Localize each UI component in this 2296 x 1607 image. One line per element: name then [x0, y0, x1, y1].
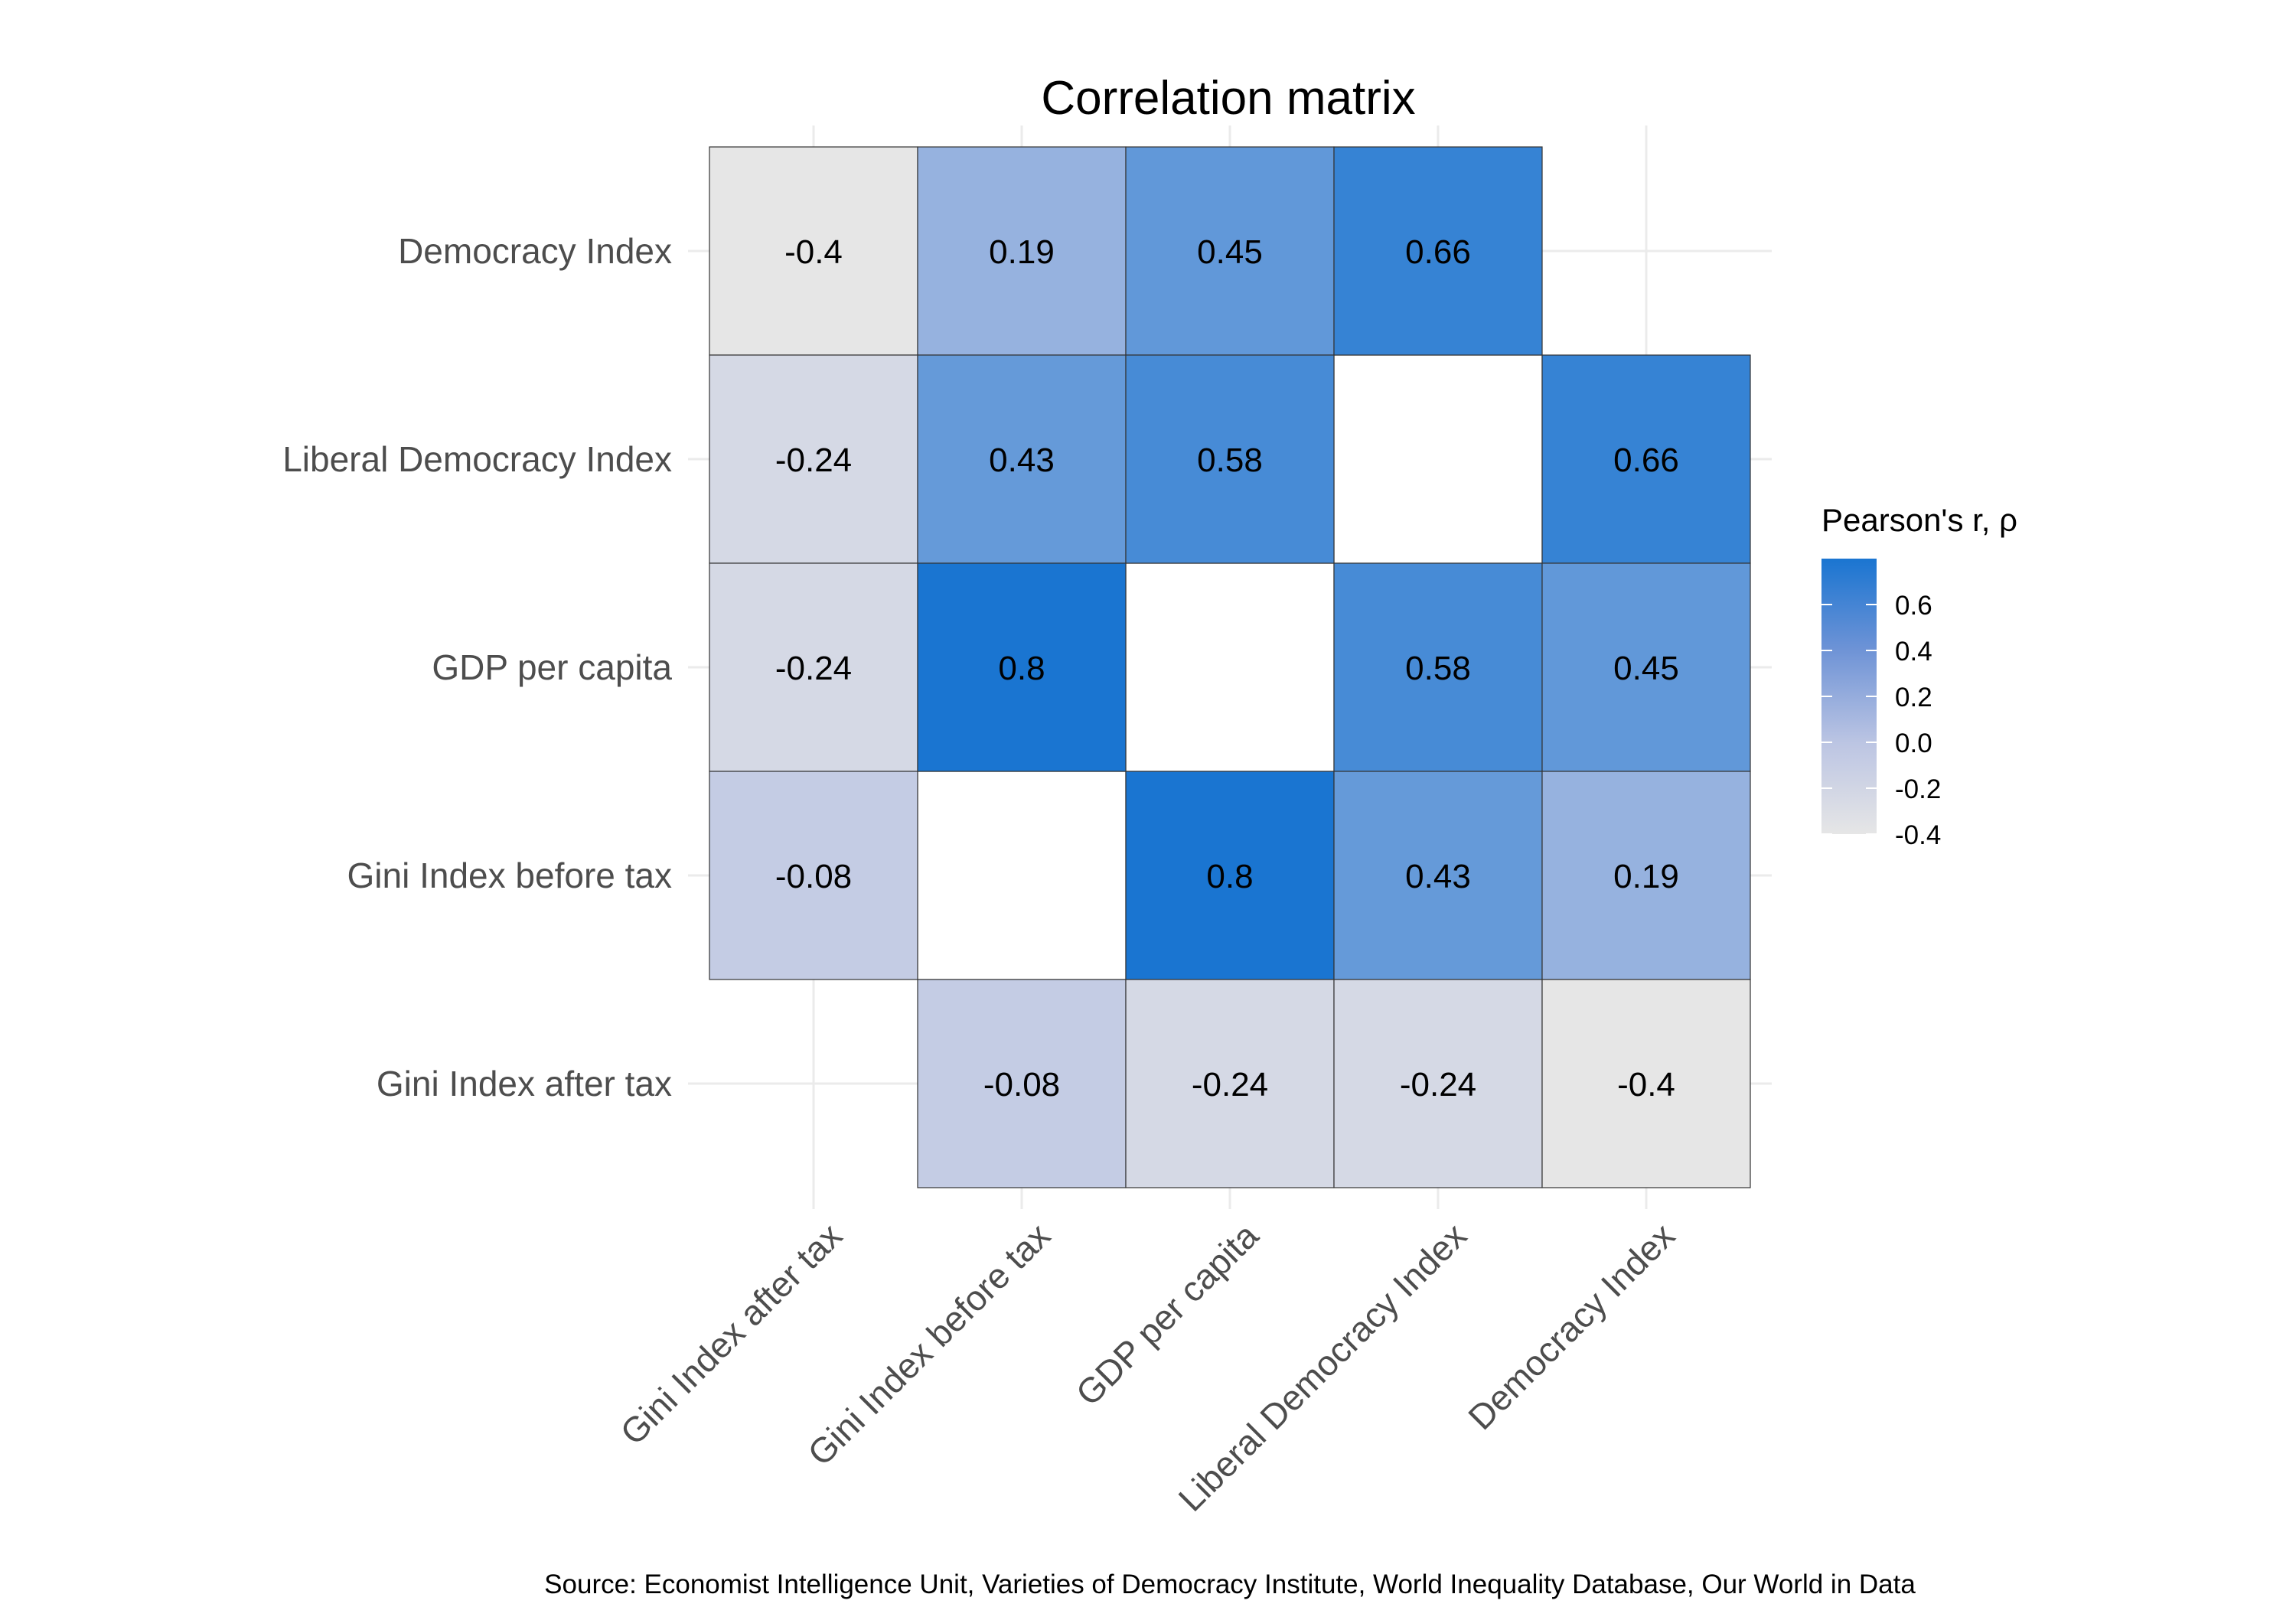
- heatmap-cell-democracy-index-x-gini-index-after-tax: [709, 146, 918, 356]
- heatmap-cell-democracy-index-x-gini-index-before-tax: [917, 146, 1127, 356]
- heatmap-cell-gini-index-before-tax-x-liberal-democracy-index: [1333, 771, 1543, 980]
- heatmap-cell-gdp-per-capita-x-liberal-democracy-index: [1333, 562, 1543, 772]
- heatmap-cell-gdp-per-capita-x-gini-index-before-tax: [917, 562, 1127, 772]
- heatmap-cell-gini-index-before-tax-x-gini-index-after-tax: [709, 771, 918, 980]
- x-axis-label-democracy-index: Democracy Index: [1460, 1215, 1682, 1437]
- heatmap-cell-liberal-democracy-index-x-gini-index-before-tax: [917, 354, 1127, 564]
- cell-label-gdp-per-capita-x-gini-index-before-tax: 0.8: [998, 650, 1045, 687]
- cell-label-liberal-democracy-index-x-gdp-per-capita: 0.58: [1197, 442, 1263, 479]
- heatmap-cell-liberal-democracy-index-x-gdp-per-capita: [1125, 354, 1335, 564]
- heatmap-cell-gdp-per-capita-x-gini-index-after-tax: [709, 562, 918, 772]
- heatmap-cell-gdp-per-capita-x-gdp-per-capita: [1125, 562, 1335, 772]
- cell-label-gini-index-before-tax-x-gdp-per-capita: 0.8: [1206, 858, 1253, 895]
- heatmap-cell-gini-index-before-tax-x-democracy-index: [1541, 771, 1751, 980]
- heatmap-cell-liberal-democracy-index-x-gini-index-after-tax: [709, 354, 918, 564]
- cell-label-liberal-democracy-index-x-democracy-index: 0.66: [1613, 442, 1679, 479]
- y-axis-label-gdp-per-capita: GDP per capita: [432, 647, 672, 687]
- cell-label-gini-index-after-tax-x-gini-index-before-tax: -0.08: [983, 1066, 1060, 1103]
- heatmap-cell-democracy-index-x-liberal-democracy-index: [1333, 146, 1543, 356]
- heatmap-cell-liberal-democracy-index-x-liberal-democracy-index: [1333, 354, 1543, 564]
- cell-label-gini-index-before-tax-x-democracy-index: 0.19: [1613, 858, 1679, 895]
- heatmap-cell-gini-index-before-tax-x-gini-index-before-tax: [917, 771, 1127, 980]
- y-axis-label-gini-index-before-tax: Gini Index before tax: [347, 856, 672, 895]
- cell-label-gdp-per-capita-x-gini-index-after-tax: -0.24: [775, 650, 852, 687]
- heatmap-cell-gini-index-after-tax-x-gdp-per-capita: [1125, 979, 1335, 1188]
- cell-label-gini-index-before-tax-x-liberal-democracy-index: 0.43: [1405, 858, 1471, 895]
- heatmap-cells: [709, 146, 1751, 1188]
- heatmap-cell-liberal-democracy-index-x-democracy-index: [1541, 354, 1751, 564]
- cell-label-democracy-index-x-liberal-democracy-index: 0.66: [1405, 233, 1471, 271]
- heatmap-cell-gini-index-before-tax-x-gdp-per-capita: [1125, 771, 1335, 980]
- y-axis-label-gini-index-after-tax: Gini Index after tax: [377, 1064, 672, 1103]
- y-axis-label-liberal-democracy-index: Liberal Democracy Index: [282, 439, 672, 479]
- legend: Pearson's r, ρ 0.6 0.4 0.2 0.0 -0.2 -0.4: [1821, 502, 2017, 850]
- y-axis-labels: Democracy Index Liberal Democracy Index GD…: [282, 231, 672, 1103]
- cell-label-democracy-index-x-gdp-per-capita: 0.45: [1197, 233, 1263, 271]
- cell-label-gdp-per-capita-x-liberal-democracy-index: 0.58: [1405, 650, 1471, 687]
- y-axis-label-democracy-index: Democracy Index: [398, 231, 672, 271]
- chart-title: Correlation matrix: [1041, 72, 1415, 125]
- heatmap-cell-gini-index-after-tax-x-liberal-democracy-index: [1333, 979, 1543, 1188]
- legend-title: Pearson's r, ρ: [1821, 502, 2017, 538]
- cell-label-democracy-index-x-gini-index-before-tax: 0.19: [989, 233, 1055, 271]
- source-note: Source: Economist Intelligence Unit, Var…: [544, 1570, 1916, 1599]
- heatmap-cell-gini-index-after-tax-x-gini-index-before-tax: [917, 979, 1127, 1188]
- cell-label-liberal-democracy-index-x-gini-index-before-tax: 0.43: [989, 442, 1055, 479]
- legend-tick-label: 0.4: [1895, 637, 1932, 667]
- cell-label-gdp-per-capita-x-democracy-index: 0.45: [1613, 650, 1679, 687]
- cell-label-gini-index-after-tax-x-democracy-index: -0.4: [1617, 1066, 1675, 1103]
- cell-label-democracy-index-x-gini-index-after-tax: -0.4: [784, 233, 843, 271]
- heatmap-cell-gdp-per-capita-x-democracy-index: [1541, 562, 1751, 772]
- x-axis-label-gdp-per-capita: GDP per capita: [1068, 1215, 1267, 1413]
- legend-tick-label: 0.2: [1895, 683, 1932, 712]
- cell-label-gini-index-after-tax-x-liberal-democracy-index: -0.24: [1400, 1066, 1476, 1103]
- legend-tick-label: -0.2: [1895, 774, 1941, 804]
- legend-tick-label: 0.0: [1895, 729, 1932, 758]
- cell-label-gini-index-before-tax-x-gini-index-after-tax: -0.08: [775, 858, 852, 895]
- x-axis-label-gini-index-after-tax: Gini Index after tax: [612, 1215, 850, 1452]
- heatmap-cell-labels: -0.4 0.19 0.45 0.66 -0.24 0.43 0.58 0.66 -0.24 0.…: [775, 233, 1679, 1103]
- legend-tick-label: 0.6: [1895, 591, 1932, 621]
- heatmap-cell-gini-index-after-tax-x-democracy-index: [1541, 979, 1751, 1188]
- legend-ticks: 0.6 0.4 0.2 0.0 -0.2 -0.4: [1821, 591, 1941, 850]
- legend-tick-label: -0.4: [1895, 820, 1941, 850]
- cell-label-liberal-democracy-index-x-gini-index-after-tax: -0.24: [775, 442, 852, 479]
- cell-label-gini-index-after-tax-x-gdp-per-capita: -0.24: [1192, 1066, 1268, 1103]
